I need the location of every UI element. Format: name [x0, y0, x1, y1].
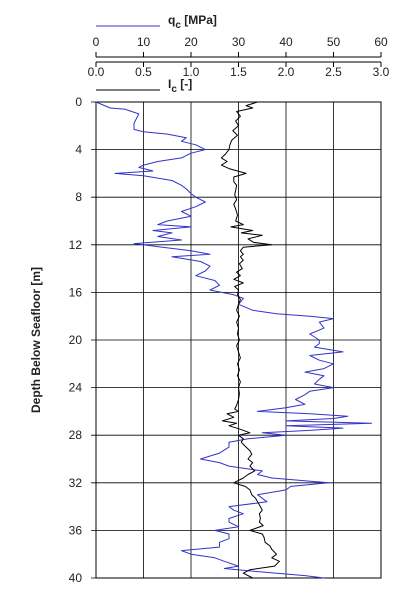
- y-tick-label: 24: [69, 381, 83, 395]
- y-tick-label: 12: [69, 238, 83, 252]
- y-tick-label: 0: [75, 95, 82, 109]
- series-line-ic: [220, 101, 280, 579]
- ic-tick-label: 0.5: [135, 65, 152, 79]
- ic-tick-label: 2.0: [278, 65, 295, 79]
- ic-tick-label: 0.0: [88, 65, 105, 79]
- grid: [91, 101, 382, 579]
- y-tick-label: 4: [75, 143, 82, 157]
- qc-tick-label: 60: [374, 35, 388, 49]
- ic-axis-label: Ic [-]: [168, 77, 192, 95]
- y-axis-ticks: 0 4 8 12 16 20 24 28 32 36 40: [69, 95, 83, 585]
- qc-axis-label: qc [MPa]: [168, 13, 217, 31]
- y-tick-label: 16: [69, 285, 83, 299]
- y-tick-label: 28: [69, 428, 83, 442]
- y-axis-label: Depth Below Seafloor [m]: [29, 267, 43, 413]
- y-tick-label: 40: [69, 571, 83, 585]
- ic-tick-label: 1.5: [230, 65, 247, 79]
- qc-tick-label: 20: [184, 35, 198, 49]
- y-tick-label: 20: [69, 333, 83, 347]
- ic-tick-label: 3.0: [373, 65, 390, 79]
- y-tick-label: 36: [69, 523, 83, 537]
- ic-tick-label: 2.5: [325, 65, 342, 79]
- qc-tick-label: 10: [137, 35, 151, 49]
- qc-tick-label: 40: [279, 35, 293, 49]
- qc-tick-label: 30: [232, 35, 246, 49]
- plot-frame: [95, 101, 382, 579]
- qc-tick-label: 50: [327, 35, 341, 49]
- series-line-qc: [95, 101, 372, 579]
- ic-tick-label: 1.0: [183, 65, 200, 79]
- y-tick-label: 32: [69, 476, 83, 490]
- qc-axis-ticks: 0 10 20 30 40 50 60: [93, 35, 388, 57]
- y-tick-label: 8: [75, 190, 82, 204]
- ic-axis-ticks: 0.0 0.5 1.0 1.5 2.0 2.5 3.0: [88, 62, 390, 79]
- qc-tick-label: 0: [93, 35, 100, 49]
- series-group: [95, 101, 372, 579]
